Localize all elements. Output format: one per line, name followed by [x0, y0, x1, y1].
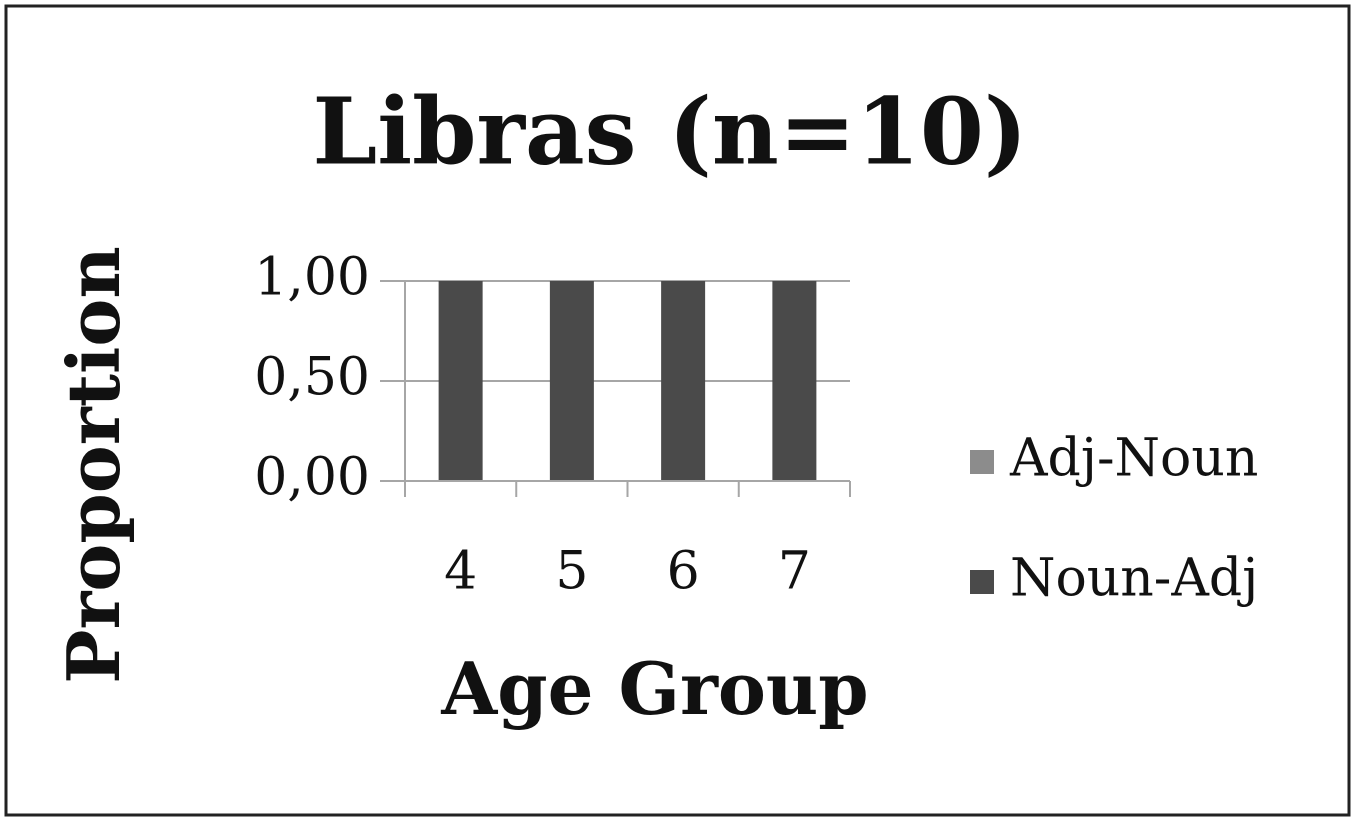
x-tick-label: 7 — [778, 542, 811, 602]
legend-label: Adj-Noun — [1009, 429, 1258, 489]
legend-swatch — [970, 450, 994, 474]
y-tick-label: 0,50 — [254, 348, 370, 408]
bar — [549, 281, 594, 481]
legend-swatch — [970, 570, 994, 594]
bar — [772, 281, 817, 481]
x-tick-label: 5 — [555, 542, 588, 602]
chart-title: Libras (n=10) — [313, 78, 1028, 186]
y-tick-label: 0,00 — [254, 448, 370, 508]
y-tick-label: 1,00 — [254, 248, 370, 308]
bar — [438, 281, 483, 481]
y-axis-label: Proportion — [51, 246, 136, 683]
x-tick-label: 4 — [444, 542, 477, 602]
legend-label: Noun-Adj — [1010, 549, 1258, 609]
bar — [661, 281, 706, 481]
x-axis-label: Age Group — [440, 646, 868, 731]
x-tick-label: 6 — [667, 542, 700, 602]
